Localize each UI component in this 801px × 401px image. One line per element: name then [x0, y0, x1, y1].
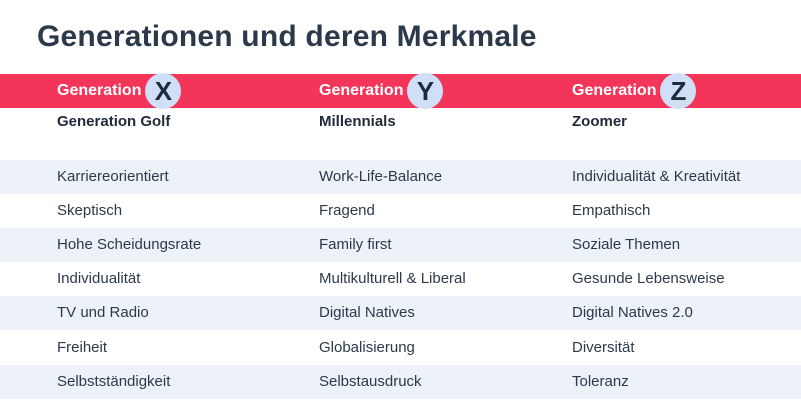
table-cell: Karriereorientiert	[57, 168, 169, 185]
generation-letter-badge: Y	[407, 73, 444, 109]
table-cell: Globalisierung	[319, 339, 415, 356]
table-cell: Diversität	[572, 339, 635, 356]
table-cell: Freiheit	[57, 339, 108, 356]
table-cell: Empathisch	[572, 202, 651, 219]
table-cell: TV und Radio	[57, 304, 149, 321]
page-title: Generationen und deren Merkmale	[37, 20, 537, 53]
table-cell: Individualität	[57, 270, 141, 287]
table-row: TV und Radio Digital Natives Digital Nat…	[0, 296, 801, 330]
table-cell: Multikulturell & Liberal	[319, 270, 466, 287]
column-subtitle-z: Zoomer	[572, 113, 628, 130]
table-cell: Individualität & Kreativität	[572, 168, 741, 185]
column-subtitle-x: Generation Golf	[57, 113, 171, 130]
table-row: Hohe Scheidungsrate Family first Soziale…	[0, 228, 801, 262]
table-cell: Selbstständigkeit	[57, 373, 171, 390]
table-cell: Digital Natives 2.0	[572, 304, 693, 321]
table-cell: Selbstausdruck	[319, 373, 422, 390]
table-cell: Work-Life-Balance	[319, 168, 443, 185]
column-header-label: Generation	[57, 82, 142, 99]
generation-letter-badge: Z	[660, 73, 697, 109]
table-row: Karriereorientiert Work-Life-Balance Ind…	[0, 160, 801, 194]
table-row: Skeptisch Fragend Empathisch	[0, 194, 801, 228]
table-cell: Skeptisch	[57, 202, 123, 219]
generation-letter-badge: X	[145, 73, 182, 109]
table-cell: Soziale Themen	[572, 236, 681, 253]
column-header-x: Generation X	[57, 73, 182, 109]
table-cell: Fragend	[319, 202, 375, 219]
table-cell: Digital Natives	[319, 304, 415, 321]
table-cell: Family first	[319, 236, 392, 253]
column-header-z: Generation Z	[572, 73, 697, 109]
table-cell: Gesunde Lebensweise	[572, 270, 725, 287]
table-row: Freiheit Globalisierung Diversität	[0, 331, 801, 365]
table-row: Individualität Multikulturell & Liberal …	[0, 262, 801, 296]
column-header-y: Generation Y	[319, 73, 444, 109]
column-subtitle-y: Millennials	[319, 113, 396, 130]
column-header-label: Generation	[572, 82, 657, 99]
table-row: Selbstständigkeit Selbstausdruck Toleran…	[0, 365, 801, 399]
table-cell: Hohe Scheidungsrate	[57, 236, 202, 253]
table-cell: Toleranz	[572, 373, 629, 390]
column-header-label: Generation	[319, 82, 404, 99]
